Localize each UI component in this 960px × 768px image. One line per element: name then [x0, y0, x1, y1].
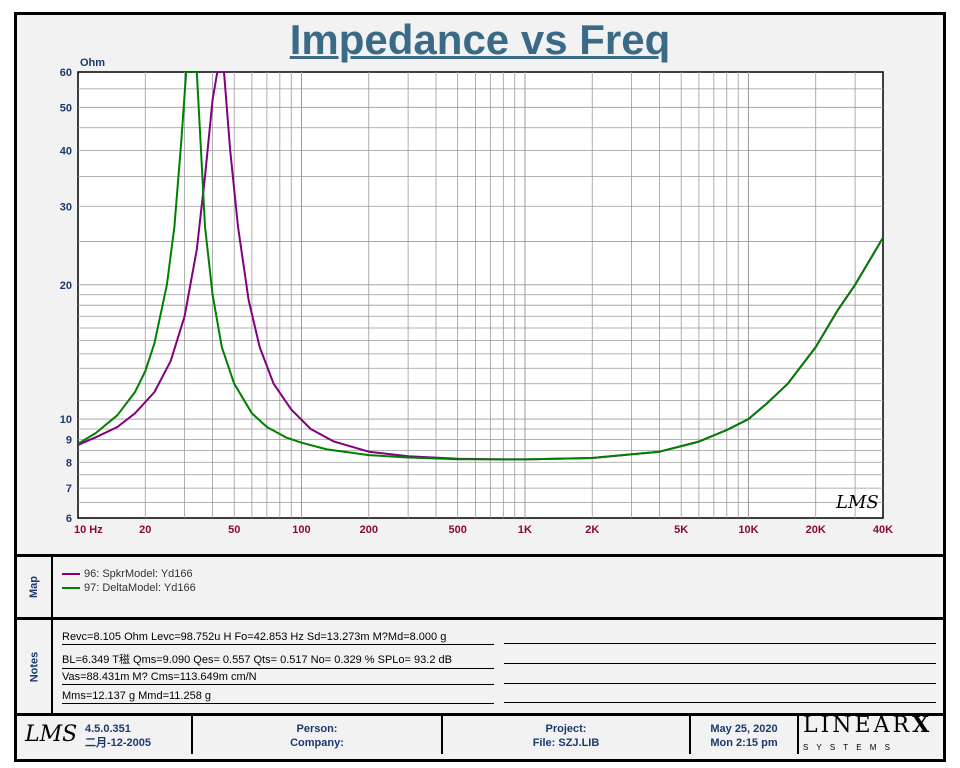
- x-tick-label: 1K: [518, 524, 532, 536]
- chart-title: Impedance vs Freq: [289, 16, 671, 63]
- notes-side-label: Notes: [17, 620, 53, 713]
- x-tick-label: 100: [292, 524, 310, 536]
- x-tick-label: 500: [449, 524, 467, 536]
- footer-project-cell: Project: File: SZJ.LIB: [443, 716, 691, 754]
- y-tick-label: 50: [60, 102, 72, 114]
- brand-name: LINEAR: [803, 713, 913, 738]
- y-tick-label: 60: [60, 67, 72, 79]
- x-tick-label: 50: [228, 524, 240, 536]
- footer-person-cell: Person: Company:: [193, 716, 443, 754]
- time-text: Mon 2:15 pm: [710, 737, 778, 749]
- x-tick-label: 10 Hz: [74, 524, 103, 536]
- x-tick-label: 2K: [585, 524, 599, 536]
- build-date: 二月-12-2005: [85, 737, 152, 749]
- y-axis-label: Ohm: [80, 57, 105, 69]
- person-label: Person:: [296, 723, 338, 735]
- note-line: Revc=8.105 Ohm Levc=98.752u H Fo=42.853 …: [62, 631, 494, 645]
- legend-swatch: [62, 573, 80, 575]
- y-tick-label: 40: [60, 146, 72, 158]
- blank-note-line: [504, 702, 936, 703]
- project-label: Project:: [545, 723, 587, 735]
- y-tick-label: 8: [66, 457, 72, 469]
- blank-note-line: [504, 663, 936, 664]
- y-tick-label: 30: [60, 201, 72, 213]
- footer-version-cell: LMS 4.5.0.351 二月-12-2005: [17, 716, 193, 754]
- y-tick-label: 7: [66, 483, 72, 495]
- y-tick-label: 10: [60, 414, 72, 426]
- x-tick-label: 20K: [806, 524, 826, 536]
- note-line: Mms=12.137 g Mmd=11.258 g: [62, 690, 494, 704]
- watermark-logo: LMS: [835, 492, 879, 513]
- impedance-chart: 10 Hz 20 50 100 200 500 1K 2K 5K 10K 20K 40K 6 7 8 9 10 2…: [60, 57, 893, 536]
- legend-swatch: [62, 587, 80, 589]
- note-line: Vas=88.431m M? Cms=113.649m cm/N: [62, 671, 494, 685]
- footer-brand-cell: LINEARX S Y S T E M S: [799, 714, 943, 754]
- brand-logo: LINEARX: [803, 714, 932, 737]
- x-tick-label: 10K: [738, 524, 758, 536]
- company-label: Company:: [290, 737, 344, 749]
- legend-label: 97: DeltaModel: Yd166: [84, 582, 196, 594]
- legend-item-delta: 97: DeltaModel: Yd166: [62, 582, 196, 594]
- blank-note-line: [504, 643, 936, 644]
- y-tick-label: 9: [66, 434, 72, 446]
- x-tick-label: 200: [360, 524, 378, 536]
- brand-systems: S Y S T E M S: [803, 743, 893, 752]
- x-tick-label: 20: [139, 524, 151, 536]
- x-tick-label: 5K: [674, 524, 688, 536]
- y-tick-label: 6: [66, 513, 72, 525]
- footer-date-cell: May 25, 2020 Mon 2:15 pm: [691, 716, 799, 754]
- separator: [14, 554, 946, 557]
- y-tick-label: 20: [60, 280, 72, 292]
- file-label: File: SZJ.LIB: [532, 737, 600, 749]
- brand-x: X: [912, 712, 933, 738]
- separator: [14, 617, 946, 620]
- series-line-1: [78, 72, 883, 461]
- blank-note-line: [504, 683, 936, 684]
- footer: LMS 4.5.0.351 二月-12-2005 Person: Company…: [17, 714, 943, 754]
- legend-label: 96: SpkrModel: Yd166: [84, 568, 193, 580]
- tick-labels: 10 Hz 20 50 100 200 500 1K 2K 5K 10K 20K 40K 6 7 8 9 10 2…: [60, 67, 893, 536]
- note-line: BL=6.349 T稵 Qms=9.090 Qes= 0.557 Qts= 0.…: [62, 651, 494, 669]
- x-tick-label: 40K: [873, 524, 893, 536]
- legend-item-spkr: 96: SpkrModel: Yd166: [62, 568, 193, 580]
- date-text: May 25, 2020: [710, 723, 778, 735]
- series-layer: [78, 72, 883, 461]
- version-text: 4.5.0.351: [85, 723, 131, 735]
- footer-logo: LMS: [25, 722, 78, 747]
- separator: [14, 713, 946, 716]
- map-side-label: Map: [17, 557, 53, 617]
